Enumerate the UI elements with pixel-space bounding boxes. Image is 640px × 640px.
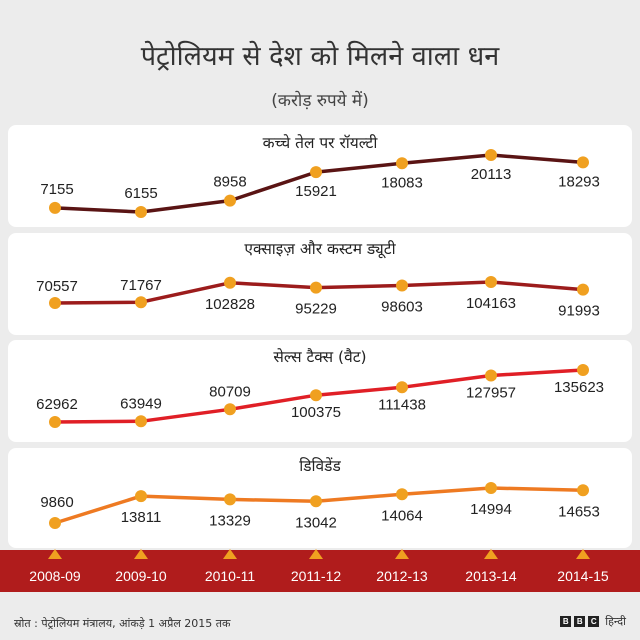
data-label: 102828 (205, 296, 255, 313)
bbc-logo-letter: B (574, 616, 586, 627)
data-label: 63949 (120, 395, 162, 412)
bbc-logo-letter: B (560, 616, 572, 627)
data-label: 14653 (558, 503, 600, 520)
data-label: 14994 (470, 501, 512, 518)
data-point (485, 149, 497, 161)
panel-title: सेल्स टैक्स (वैट) (273, 348, 366, 366)
data-point (224, 403, 236, 416)
bbc-hindi-logo: B B C हिन्दी (560, 614, 626, 629)
data-label: 71767 (120, 277, 162, 294)
data-label: 14064 (381, 507, 423, 524)
data-label: 80709 (209, 383, 251, 400)
year-tick-marker (395, 549, 409, 559)
x-tick-label: 2013-14 (465, 568, 517, 584)
data-label: 127957 (466, 385, 516, 402)
data-label: 15921 (295, 183, 337, 200)
data-point (310, 389, 322, 402)
data-point (49, 201, 61, 214)
data-point (310, 495, 322, 508)
data-label: 104163 (466, 295, 516, 312)
year-tick-marker (484, 549, 498, 559)
year-tick-marker (576, 549, 590, 559)
x-tick-label: 2014-15 (557, 568, 609, 584)
data-point (577, 156, 589, 169)
data-point (396, 279, 408, 292)
data-point (135, 415, 147, 428)
data-point (135, 206, 147, 218)
data-label: 100375 (291, 404, 341, 421)
data-label: 70557 (36, 278, 78, 295)
data-point (485, 276, 497, 288)
data-point (396, 381, 408, 394)
brand-text: हिन्दी (605, 615, 626, 628)
year-tick-marker (223, 549, 237, 559)
data-label: 13329 (209, 512, 251, 529)
data-point (310, 281, 322, 294)
data-point (485, 482, 497, 494)
data-point (224, 493, 236, 506)
data-label: 13042 (295, 514, 337, 531)
year-tick-marker (134, 549, 148, 559)
data-point (577, 364, 589, 376)
chart-subtitle: (करोड़ रुपये में) (271, 91, 369, 111)
data-point (135, 296, 147, 309)
data-label: 6155 (124, 185, 157, 202)
year-tick-marker (48, 549, 62, 559)
data-label: 18293 (558, 173, 600, 190)
data-label: 111438 (378, 396, 426, 413)
chart-title: पेट्रोलियम से देश को मिलने वाला धन (140, 41, 500, 72)
data-point (49, 297, 61, 309)
panel-title: डिविडेंड (299, 457, 341, 475)
data-point (396, 157, 408, 170)
data-label: 18083 (381, 174, 423, 191)
data-label: 13811 (121, 509, 162, 526)
source-note: स्रोत : पेट्रोलियम मंत्रालय, आंकड़े 1 अप… (14, 617, 231, 630)
data-label: 7155 (40, 181, 73, 198)
bbc-logo-letter: C (588, 616, 600, 627)
data-label: 9860 (40, 494, 73, 511)
data-point (49, 517, 61, 529)
data-point (224, 194, 236, 207)
panel-title: कच्चे तेल पर रॉयल्टी (263, 134, 379, 152)
data-point (577, 484, 589, 497)
data-point (485, 369, 497, 382)
data-point (310, 166, 322, 179)
data-point (577, 283, 589, 296)
year-tick-marker (309, 549, 323, 559)
data-label: 98603 (381, 299, 423, 316)
data-point (135, 490, 147, 503)
data-label: 8958 (213, 174, 246, 191)
data-point (396, 488, 408, 501)
x-tick-label: 2012-13 (376, 568, 428, 584)
data-label: 135623 (554, 379, 604, 396)
x-tick-label: 2010-11 (205, 568, 256, 584)
data-label: 91993 (558, 303, 600, 320)
x-tick-label: 2008-09 (29, 568, 81, 584)
data-label: 95229 (295, 301, 337, 318)
data-label: 20113 (471, 166, 512, 183)
panel-title: एक्साइज़ और कस्टम ड्यूटी (244, 240, 396, 259)
data-point (49, 416, 61, 428)
data-point (224, 276, 236, 289)
x-tick-label: 2011-12 (291, 568, 342, 584)
data-label: 62962 (36, 396, 78, 413)
x-tick-label: 2009-10 (115, 568, 167, 584)
